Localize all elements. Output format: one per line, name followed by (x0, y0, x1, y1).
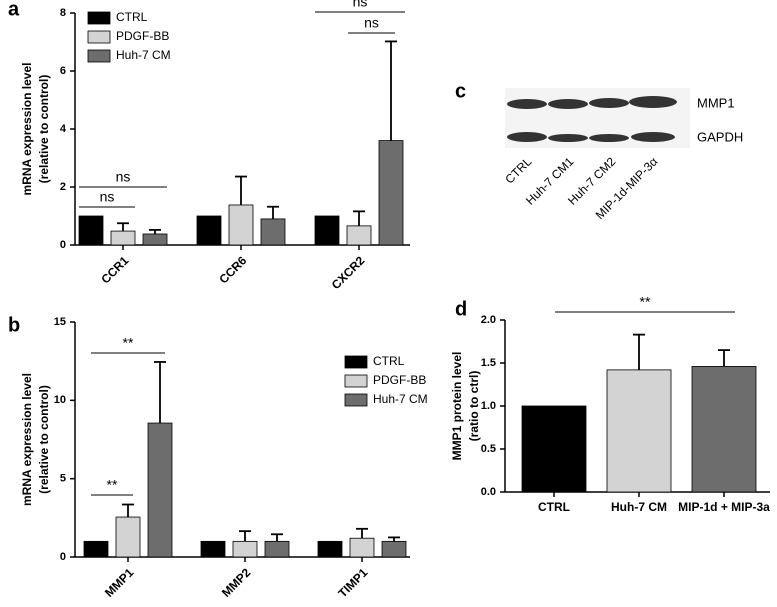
bar (381, 540, 407, 558)
panel-label: a (8, 0, 20, 20)
legend-label: PDGF-BB (116, 29, 169, 43)
x-tick-label: Huh-7 CM (611, 500, 667, 514)
bar (264, 540, 290, 558)
y-tick-label: 2 (60, 181, 66, 193)
y-tick-label: 4 (60, 123, 67, 135)
error-bar (239, 530, 251, 542)
error-bar (633, 333, 645, 370)
error-bar (271, 533, 283, 542)
band-label: GAPDH (697, 129, 743, 144)
band-label: MMP1 (697, 95, 735, 110)
error-bar (154, 361, 166, 424)
legend-swatch (344, 374, 368, 388)
legend-swatch (344, 393, 368, 407)
x-tick-label: CXCR2 (329, 253, 368, 292)
error-bar (235, 175, 247, 205)
legend-label: Huh-7 CM (116, 48, 171, 62)
bar (228, 204, 254, 246)
bar (317, 540, 343, 558)
bar (349, 537, 375, 558)
error-bar (388, 536, 400, 542)
legend-swatch (87, 11, 111, 25)
y-tick-label: 6 (60, 65, 66, 77)
x-tick-label: MMP1 (102, 565, 137, 600)
y-axis-label: MMP1 protein level (450, 352, 464, 461)
bar (691, 366, 757, 493)
y-axis-label: (relative to control) (37, 75, 51, 184)
bar (83, 540, 109, 558)
panel-label: b (8, 314, 20, 336)
bar (142, 233, 168, 246)
bar (196, 215, 222, 246)
bar (110, 230, 136, 246)
y-tick-label: 1.5 (481, 357, 496, 369)
bar (314, 215, 340, 246)
error-bar (149, 229, 161, 234)
lane-label: CTRL (502, 154, 534, 186)
significance-label: ns (353, 0, 368, 10)
significance-label: ns (100, 189, 115, 205)
legend-swatch (87, 30, 111, 44)
y-tick-label: 0 (60, 239, 66, 251)
bar (346, 225, 372, 246)
error-bar (117, 222, 129, 232)
bar (232, 540, 258, 558)
x-tick-label: MIP-1d + MIP-3a (678, 500, 770, 514)
legend-label: CTRL (116, 10, 148, 24)
y-tick-label: 8 (60, 7, 66, 19)
bar (115, 516, 141, 558)
bar (260, 218, 286, 246)
significance-label: ** (123, 335, 134, 351)
y-tick-label: 2.0 (481, 314, 496, 326)
x-tick-label: TIMP1 (335, 565, 370, 600)
y-tick-label: 0.0 (481, 486, 496, 498)
western-blot (505, 88, 690, 148)
bar (147, 422, 173, 558)
x-tick-label: CCR1 (98, 253, 131, 286)
y-axis-label: (ratio to ctrl) (467, 371, 481, 442)
legend-swatch (344, 355, 368, 369)
error-bar (267, 205, 279, 219)
error-bar (718, 349, 730, 367)
bar (606, 369, 672, 493)
bar (521, 405, 587, 493)
y-axis-label: (relative to control) (37, 385, 51, 494)
significance-label: ns (116, 169, 131, 185)
panel-label: d (455, 298, 467, 320)
significance-label: ns (364, 15, 379, 31)
significance-label: ** (640, 294, 651, 310)
legend-swatch (87, 49, 111, 63)
x-tick-label: MMP2 (219, 565, 254, 600)
x-tick-label: CTRL (538, 500, 570, 514)
y-tick-label: 5 (60, 473, 66, 485)
y-axis-label: mRNA expression level (20, 373, 34, 506)
y-tick-label: 10 (54, 394, 66, 406)
bar (378, 140, 404, 246)
y-tick-label: 15 (54, 316, 66, 328)
error-bar (353, 210, 365, 226)
y-tick-label: 0 (60, 551, 66, 563)
error-bar (356, 527, 368, 539)
y-tick-label: 0.5 (481, 443, 496, 455)
legend-label: Huh-7 CM (373, 392, 428, 406)
y-axis-label: mRNA expression level (20, 63, 34, 196)
legend-label: CTRL (373, 354, 405, 368)
x-tick-label: CCR6 (216, 253, 249, 286)
panel-label: c (455, 80, 466, 102)
bar (200, 540, 226, 558)
legend-label: PDGF-BB (373, 373, 426, 387)
error-bar (385, 40, 397, 141)
bar (78, 215, 104, 246)
error-bar (122, 503, 134, 518)
significance-label: ** (107, 477, 118, 493)
y-tick-label: 1.0 (481, 400, 496, 412)
